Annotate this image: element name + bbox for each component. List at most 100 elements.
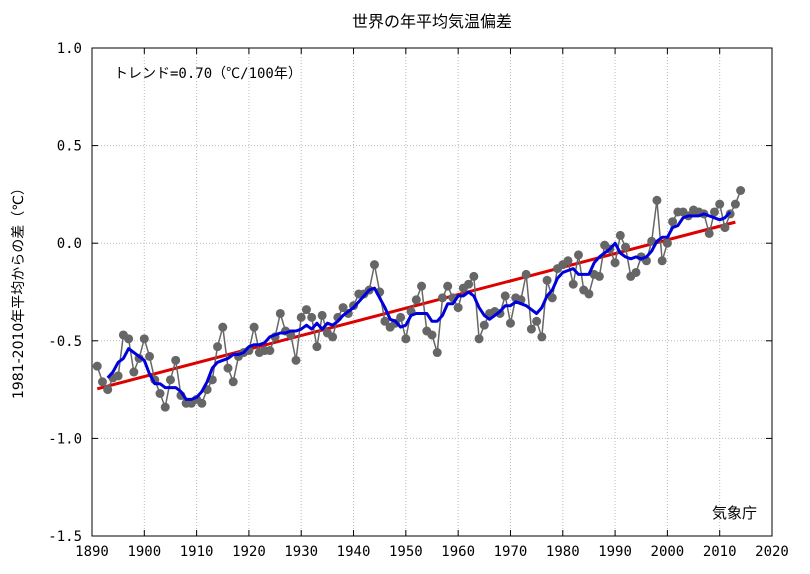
annual-point [155, 389, 165, 399]
annual-point [197, 398, 207, 408]
annual-point [275, 308, 285, 318]
annual-point [213, 342, 223, 352]
annual-point [631, 267, 641, 277]
y-axis: 1.0 0.5 0.0 -0.5 -1.0 -1.5 [48, 41, 772, 545]
x-tick-label: 1930 [284, 544, 318, 560]
annual-point [594, 271, 604, 281]
annual-point [401, 334, 411, 344]
grid-lines [92, 48, 772, 536]
annual-point [657, 256, 667, 266]
source-label: 気象庁 [712, 504, 757, 522]
annual-point [668, 217, 678, 227]
annual-point [338, 303, 348, 313]
annual-point [411, 295, 421, 305]
annual-point [547, 293, 557, 303]
annual-point [432, 348, 442, 358]
annual-point [720, 223, 730, 233]
x-tick-label: 2020 [755, 544, 789, 560]
annual-point [542, 275, 552, 285]
y-tick-label: -0.5 [48, 334, 82, 350]
annual-point [307, 312, 317, 322]
annual-point [474, 334, 484, 344]
x-tick-label: 1990 [598, 544, 632, 560]
annual-point [328, 332, 338, 342]
annual-point [621, 242, 631, 252]
annual-point [113, 371, 123, 381]
annual-point [369, 260, 379, 270]
x-tick-label: 1950 [389, 544, 423, 560]
annual-point [312, 342, 322, 352]
x-tick-label: 1980 [546, 544, 580, 560]
annual-point [610, 258, 620, 268]
y-tick-label: -1.0 [48, 431, 82, 447]
annual-point [437, 293, 447, 303]
y-axis-label: 1981-2010年平均からの差（℃） [11, 181, 27, 399]
moving-average-line [106, 210, 732, 401]
trend-line [96, 220, 736, 391]
annual-point [249, 322, 259, 332]
y-tick-label: 1.0 [57, 41, 82, 57]
annual-point [97, 377, 107, 387]
x-tick-label: 2010 [703, 544, 737, 560]
annual-point [301, 305, 311, 315]
plot-frame [91, 47, 773, 537]
annual-point [291, 355, 301, 365]
annual-point [573, 250, 583, 260]
x-tick-label: 1920 [232, 544, 266, 560]
annual-point [464, 279, 474, 289]
annual-point [584, 289, 594, 299]
annual-point [171, 355, 181, 365]
annual-series [92, 185, 746, 412]
annual-point [317, 310, 327, 320]
annual-point [139, 334, 149, 344]
x-tick-label: 1970 [494, 544, 528, 560]
annual-point [715, 199, 725, 209]
annual-point [443, 281, 453, 291]
annual-point [532, 316, 542, 326]
annual-point [145, 351, 155, 361]
annual-point [652, 195, 662, 205]
annual-point [563, 256, 573, 266]
annual-point [736, 185, 746, 195]
x-tick-label: 1910 [180, 544, 214, 560]
trend-annotation: トレンド=0.70（℃/100年） [114, 66, 302, 82]
x-axis: 1890 1900 1910 1920 1930 1940 1950 1960 1970 1980… [75, 48, 789, 560]
annual-point [396, 312, 406, 322]
x-tick-label: 1900 [127, 544, 161, 560]
annual-point [662, 238, 672, 248]
trend-line-path [96, 220, 736, 391]
annual-point [537, 332, 547, 342]
chart-title: 世界の年平均気温偏差 [352, 12, 512, 31]
annual-point [453, 303, 463, 313]
annual-point [427, 330, 437, 340]
annual-point [223, 363, 233, 373]
annual-point [92, 361, 102, 371]
annual-point [521, 269, 531, 279]
x-tick-label: 1890 [75, 544, 109, 560]
annual-point [218, 322, 228, 332]
annual-point [228, 377, 238, 387]
annual-point [730, 199, 740, 209]
annual-point [479, 320, 489, 330]
annual-point [615, 230, 625, 240]
annual-point [165, 375, 175, 385]
x-tick-label: 2000 [651, 544, 685, 560]
y-tick-label: 0.5 [57, 139, 82, 155]
annual-point [704, 228, 714, 238]
annual-point [709, 207, 719, 217]
annual-point [500, 291, 510, 301]
annual-point [265, 346, 275, 356]
annual-point [380, 316, 390, 326]
moving-average-series [106, 210, 732, 401]
annual-point [124, 334, 134, 344]
y-tick-label: -1.5 [48, 529, 82, 545]
y-tick-label: 0.0 [57, 236, 82, 252]
annual-point [129, 367, 139, 377]
annual-point [417, 281, 427, 291]
x-tick-label: 1940 [337, 544, 371, 560]
annual-point [526, 324, 536, 334]
annual-point [568, 279, 578, 289]
annual-point [469, 271, 479, 281]
x-tick-label: 1960 [441, 544, 475, 560]
